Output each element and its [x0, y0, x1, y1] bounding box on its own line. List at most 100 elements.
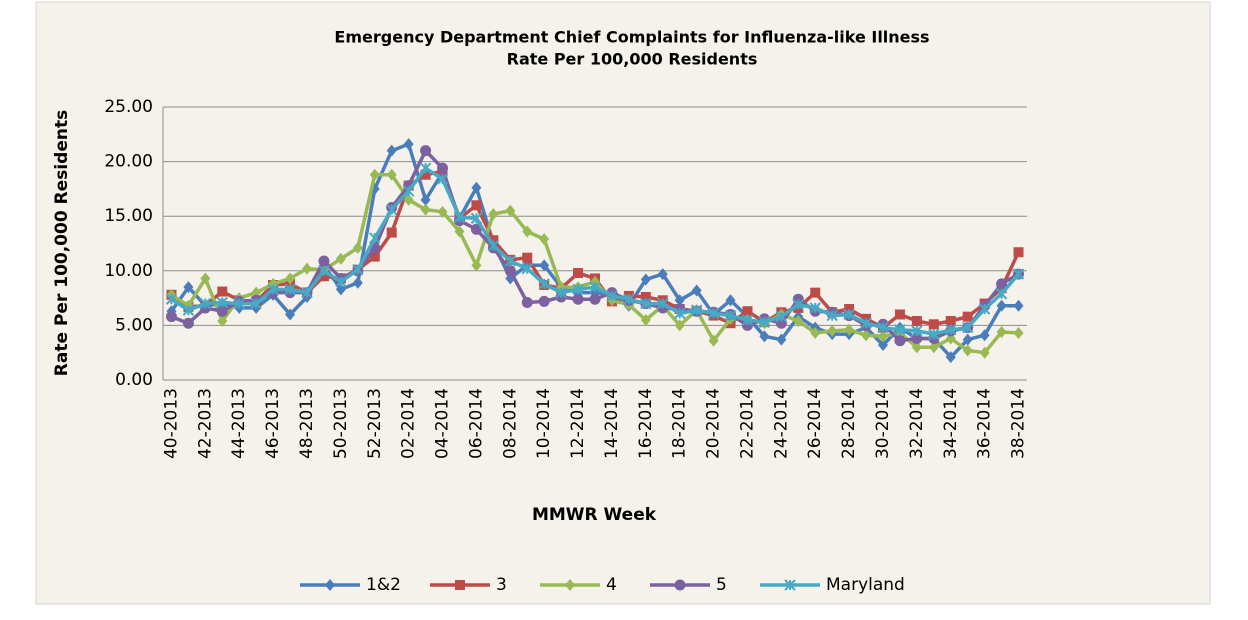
marker [352, 241, 363, 254]
marker [402, 185, 415, 197]
marker [775, 310, 788, 323]
marker [471, 259, 482, 272]
x-axis-title: MMWR Week [532, 505, 657, 525]
legend-label: 3 [496, 575, 507, 595]
x-tick-label: 24-2014 [771, 388, 791, 459]
chart-subtitle: Rate Per 100,000 Residents [507, 50, 758, 69]
marker [538, 278, 550, 290]
x-tick-label: 36-2014 [975, 388, 995, 459]
marker [742, 306, 753, 317]
x-tick-label: 48-2013 [297, 388, 317, 459]
marker [522, 225, 533, 238]
legend-label: 1&2 [366, 575, 401, 595]
marker [420, 193, 431, 206]
marker [809, 302, 821, 314]
marker [894, 335, 906, 347]
y-tick-label: 0.00 [115, 370, 153, 390]
marker [894, 324, 906, 336]
marker [843, 308, 855, 321]
marker [403, 193, 414, 206]
marker [640, 292, 651, 303]
marker [233, 297, 245, 310]
marker [487, 239, 500, 252]
marker [911, 325, 923, 337]
marker [674, 319, 685, 332]
marker [352, 264, 364, 276]
x-tick-label: 22-2014 [737, 388, 757, 459]
marker [911, 316, 922, 327]
marker [471, 200, 482, 211]
marker [844, 304, 855, 315]
marker [386, 227, 397, 238]
x-tick-label: 06-2014 [466, 388, 486, 459]
marker [623, 293, 635, 305]
marker [420, 203, 431, 216]
marker [470, 212, 483, 225]
marker [285, 272, 296, 285]
marker [673, 307, 686, 320]
marker [792, 298, 805, 311]
marker [505, 204, 516, 217]
y-tick-label: 10.00 [104, 261, 153, 281]
marker [318, 265, 330, 277]
marker [606, 290, 618, 302]
marker [657, 297, 669, 310]
marker [437, 205, 448, 218]
marker [878, 339, 888, 352]
marker [691, 284, 702, 297]
marker [453, 211, 466, 223]
marker [200, 272, 211, 285]
marker [978, 303, 991, 315]
marker [420, 169, 431, 180]
marker [962, 344, 973, 357]
x-tick-label: 16-2014 [636, 388, 656, 459]
x-tick-label: 08-2014 [500, 388, 520, 459]
marker [928, 328, 940, 340]
marker [539, 259, 550, 272]
marker [386, 168, 397, 181]
marker [216, 305, 228, 317]
x-tick-label: 38-2014 [1009, 388, 1029, 459]
marker [877, 321, 889, 334]
marker [521, 296, 533, 308]
x-tick-label: 40-2013 [161, 388, 181, 459]
x-tick-label: 14-2014 [602, 388, 622, 459]
legend-label: Maryland [826, 575, 905, 595]
y-tick-label: 25.00 [104, 97, 153, 117]
marker [589, 281, 601, 293]
marker [962, 311, 973, 322]
marker [995, 288, 1008, 300]
marker [471, 181, 482, 194]
marker [945, 316, 956, 327]
x-tick-label: 46-2013 [263, 388, 283, 459]
marker [860, 317, 872, 329]
x-tick-label: 26-2014 [805, 388, 825, 459]
x-tick-label: 30-2014 [873, 388, 893, 459]
marker [759, 330, 770, 343]
legend-label: 4 [606, 575, 617, 595]
marker [522, 252, 533, 263]
marker [725, 294, 736, 307]
marker [285, 308, 296, 321]
marker [385, 203, 398, 216]
marker [318, 255, 330, 267]
x-tick-label: 32-2014 [907, 388, 927, 459]
marker [945, 351, 956, 364]
marker [403, 138, 414, 151]
marker [674, 294, 685, 307]
marker [301, 286, 313, 299]
y-tick-label: 5.00 [115, 315, 153, 335]
marker [928, 341, 939, 354]
marker [961, 321, 974, 334]
marker [199, 297, 212, 310]
marker [284, 283, 296, 296]
x-tick-label: 12-2014 [568, 388, 588, 459]
marker [470, 223, 482, 235]
marker [488, 208, 499, 221]
x-tick-label: 42-2013 [195, 388, 215, 459]
marker [1013, 299, 1024, 312]
x-tick-label: 20-2014 [704, 388, 724, 459]
marker [979, 329, 990, 342]
x-tick-label: 44-2013 [229, 388, 249, 459]
marker [555, 286, 567, 299]
